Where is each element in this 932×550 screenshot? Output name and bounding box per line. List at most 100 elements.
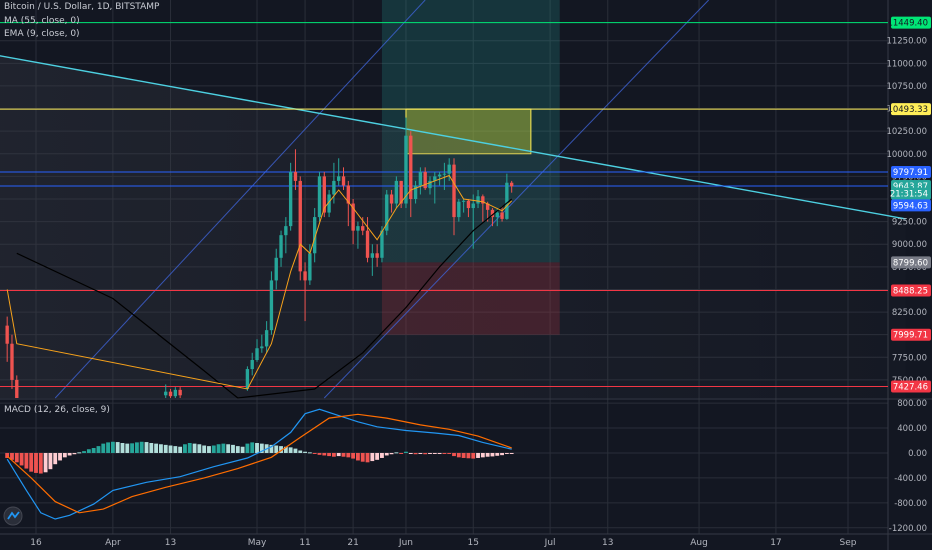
candle (327, 189, 331, 218)
macd-histogram-bar (202, 445, 207, 453)
candle-body (413, 185, 418, 199)
time-tick-label: 15 (468, 538, 479, 548)
price-label-bg (891, 284, 931, 297)
macd-histogram-bar (134, 442, 139, 453)
price-label-text: 9797.91 (893, 168, 928, 178)
price-label-text: 8799.60 (893, 258, 928, 268)
candle (442, 162, 447, 190)
macd-histogram-bar (365, 452, 370, 463)
macd-histogram-bar (452, 452, 456, 457)
macd-histogram-bar (91, 447, 96, 453)
candle-body (428, 180, 432, 189)
macd-tick-label: -800.00 (894, 499, 927, 509)
candle (394, 176, 399, 209)
symbol-legend[interactable]: Bitcoin / U.S. Dollar, 1D, BITSTAMP (4, 2, 160, 12)
candle (399, 180, 403, 209)
candle (433, 171, 437, 204)
candle (457, 199, 461, 222)
macd-histogram-bar (38, 452, 43, 474)
candle (308, 244, 312, 285)
price-label-bg (891, 16, 931, 29)
candle (409, 131, 413, 218)
candle (284, 217, 288, 254)
candle-body (293, 171, 298, 181)
ma-55-line (16, 198, 513, 399)
macd-histogram-bar (14, 452, 19, 463)
candle-body (505, 182, 509, 219)
price-label-bg (891, 199, 931, 212)
price-tick-label: 10000.00 (886, 150, 927, 160)
candle-body (341, 176, 346, 186)
macd-histogram-bar (77, 452, 82, 454)
macd-histogram-bar (106, 442, 110, 453)
macd-histogram-bar (322, 452, 327, 456)
price-tick-label: 7750.00 (892, 353, 927, 363)
candle-body (485, 203, 490, 210)
candle (312, 208, 317, 263)
time-axis: 16 Apr 13 May 11 21 Jun 15 Jul 13 Aug 17 Sep (30, 538, 856, 548)
tradingview-logo-icon (3, 506, 23, 526)
macd-histogram-bar (476, 452, 480, 458)
ma-legend[interactable]: MA (55, close, 0) (4, 16, 80, 26)
candle (260, 334, 264, 353)
macd-histogram-bar (293, 448, 298, 453)
candle-body (351, 203, 355, 231)
macd-histogram-bar (178, 446, 183, 453)
candle (346, 180, 350, 227)
ema-legend[interactable]: EMA (9, close, 0) (4, 29, 80, 39)
candle (370, 244, 375, 276)
price-label-text: 9594.63 (893, 201, 928, 211)
price-label-tag: 9594.63 (891, 199, 931, 212)
candle (356, 221, 360, 249)
macd-histogram-bar (298, 450, 303, 453)
macd-histogram-bar (495, 452, 500, 456)
macd-histogram-bar (110, 441, 115, 453)
macd-histogram-bar (442, 452, 447, 454)
macd-histogram-bar (53, 452, 58, 465)
macd-histogram-bar (58, 452, 62, 461)
ema-9-line (6, 174, 513, 390)
macd-histogram-bar (432, 452, 437, 454)
candle (461, 199, 466, 213)
candle-body (15, 379, 19, 398)
macd-histogram-bar (250, 442, 255, 453)
macd-histogram-bar (183, 444, 187, 453)
time-tick-label: 13 (165, 538, 176, 548)
macd-legend[interactable]: MACD (12, 26, close, 9) (4, 405, 110, 415)
candle-body (466, 200, 471, 209)
price-label-tag: 7427.46 (891, 380, 931, 393)
macd-histogram-bar (226, 444, 231, 453)
candle (298, 176, 302, 281)
macd-histogram-bar (139, 441, 144, 453)
macd-histogram-bar (437, 452, 442, 454)
macd-histogram-bar (154, 443, 159, 453)
candle (466, 199, 471, 218)
macd-axis: 800.00 400.00 0.00 -400.00 -800.00 -1200.00 (889, 399, 927, 534)
candle-body (490, 209, 495, 218)
candle (481, 194, 485, 222)
candle-body (250, 360, 254, 370)
macd-histogram-bar (10, 452, 14, 460)
macd-histogram-bar (500, 452, 504, 456)
candle-body (298, 180, 302, 272)
candle-body (409, 135, 413, 199)
macd-histogram-bar (274, 445, 279, 453)
candle-body (495, 212, 499, 218)
macd-histogram-bar (351, 452, 356, 459)
price-label-tag: 9797.91 (891, 166, 931, 179)
candle-body (245, 369, 250, 389)
macd-histogram-bar (120, 443, 125, 453)
macd-histogram-bar (399, 452, 404, 454)
macd-histogram-bar (259, 443, 264, 453)
price-label-bg (891, 187, 931, 200)
candle (341, 167, 346, 190)
candle (418, 167, 423, 195)
macd-histogram-bar (168, 445, 173, 453)
macd-histogram-bar (384, 452, 389, 456)
macd-tick-label: 400.00 (897, 424, 927, 434)
candle (250, 352, 254, 376)
macd-histogram-bar (447, 452, 452, 454)
macd-pane (5, 408, 514, 520)
candle-body (274, 257, 278, 281)
